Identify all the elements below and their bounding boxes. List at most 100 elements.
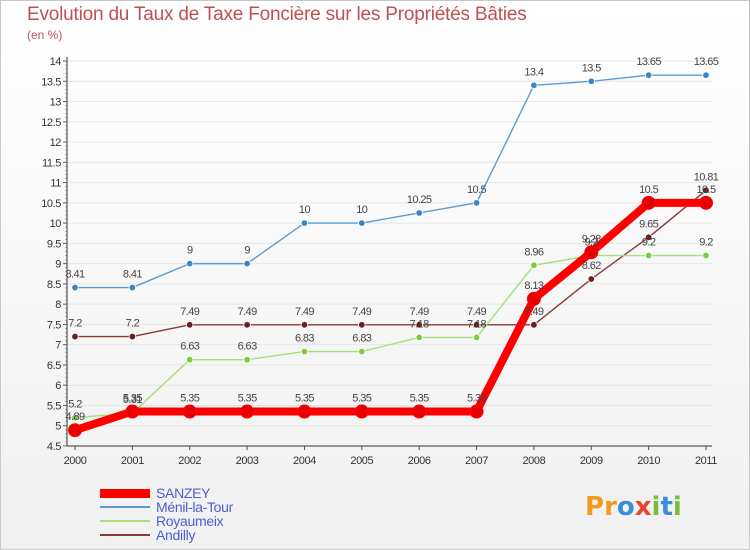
y-tick-label: 12.5 [41,117,61,129]
data-label: 8.96 [524,246,543,258]
legend-item-royaumeix: Royaumeix [100,513,233,529]
x-tick-label: 2008 [522,455,545,467]
data-point [702,251,710,260]
data-label: 10.81 [694,171,719,183]
chart-title: Evolution du Taux de Taxe Foncière sur l… [27,4,527,25]
data-label: 9 [187,245,193,257]
data-label: 5.35 [467,393,486,405]
data-label: 8.62 [582,260,601,272]
x-tick-label: 2003 [236,455,259,467]
y-tick-label: 6 [55,380,61,392]
data-label: 8.13 [524,280,543,292]
data-label: 7.2 [126,318,140,330]
legend-label-royaumeix: Royaumeix [156,513,224,529]
data-point [415,321,423,329]
data-label: 8.41 [65,269,84,281]
series-line [71,198,710,435]
x-tick-label: 2005 [350,455,373,467]
data-label: 7.49 [524,306,543,318]
data-label: 7.49 [295,306,314,318]
grid-layer [67,60,712,447]
data-point [182,404,197,419]
data-point [243,355,251,364]
data-point [358,321,366,329]
data-label: 9.2 [642,237,656,249]
series-line [74,74,707,289]
logo-letter: r [604,492,617,522]
proxiti-logo: Proxiti [585,492,682,522]
data-label-layer: 8.41 8.41 9 9 10 10 10.25 10.5 13.4 13.5 13.65 13.6… [65,56,719,423]
data-point [125,404,140,419]
data-point [243,321,251,329]
data-label: 5.35 [123,393,142,405]
legend-item-sanzey: SANZEY [100,485,233,501]
legend-label-sanzey: SANZEY [156,485,211,501]
series-line [74,189,707,338]
data-point [472,321,481,329]
data-point [71,332,79,341]
data-label: 4.89 [65,411,84,423]
y-tick-label: 6.5 [47,360,61,372]
legend-item-menil-la-tour: Ménil-la-Tour [100,499,233,515]
data-label: 5.35 [352,393,371,405]
data-point [71,413,79,422]
y-tick-label: 8 [55,299,61,311]
logo-letter: P [585,492,605,522]
data-point [243,259,251,268]
legend-swatch-andilly [100,534,150,536]
data-label: 8.41 [123,269,142,281]
data-label: 6.63 [238,341,257,353]
data-point [587,275,595,283]
y-tick-label: 4.5 [47,441,61,453]
data-point [415,209,423,217]
data-label: 7.18 [410,318,429,330]
data-point [297,404,312,419]
data-point [358,219,366,227]
data-point [68,423,82,438]
data-label: 9.2 [699,237,713,249]
series-line [74,254,707,419]
data-point [530,261,538,269]
data-label: 9.28 [582,233,601,245]
data-point [644,71,653,79]
axis-layer: 4.5 5 5.5 6 6.5 7 7.5 8 8.5 9 9.5 10 10.5 11 11.5 12 12.… [41,56,718,467]
data-label: 7.49 [352,306,371,318]
data-label: 5.35 [410,393,429,405]
y-tick-label: 14 [50,56,62,68]
y-tick-label: 11 [50,178,61,190]
y-tick-label: 7.5 [47,319,61,331]
data-label: 9.2 [585,237,599,249]
x-tick-label: 2004 [293,455,316,467]
data-point [128,332,137,341]
y-tick-label: 12 [50,137,62,149]
data-label: 7.2 [68,318,82,330]
data-point [641,195,656,210]
data-point [186,259,194,268]
data-point [702,186,710,194]
data-point [354,404,369,419]
data-label: 6.83 [295,333,314,345]
logo-letter: o [616,492,635,522]
data-point [186,355,194,364]
data-label: 13.4 [524,66,543,78]
legend-item-andilly: Andilly [100,527,233,543]
y-tick-label: 5 [55,421,61,433]
data-point [469,404,484,419]
data-point [415,333,423,342]
y-tick-label: 9.5 [47,238,61,250]
logo-letter: i [672,492,682,522]
data-point [584,245,599,260]
x-tick-label: 2002 [178,455,201,467]
data-label: 5.35 [295,393,314,405]
data-point [530,321,538,329]
data-point [526,291,541,306]
x-tick-label: 2000 [64,455,87,467]
y-tick-label: 11.5 [42,157,61,169]
data-point [128,283,137,292]
x-tick-label: 2009 [580,455,603,467]
y-tick-label: 10 [50,218,62,230]
x-tick-label: 2007 [465,455,488,467]
y-tick-label: 13 [50,97,62,109]
x-tick-label: 2001 [121,455,144,467]
